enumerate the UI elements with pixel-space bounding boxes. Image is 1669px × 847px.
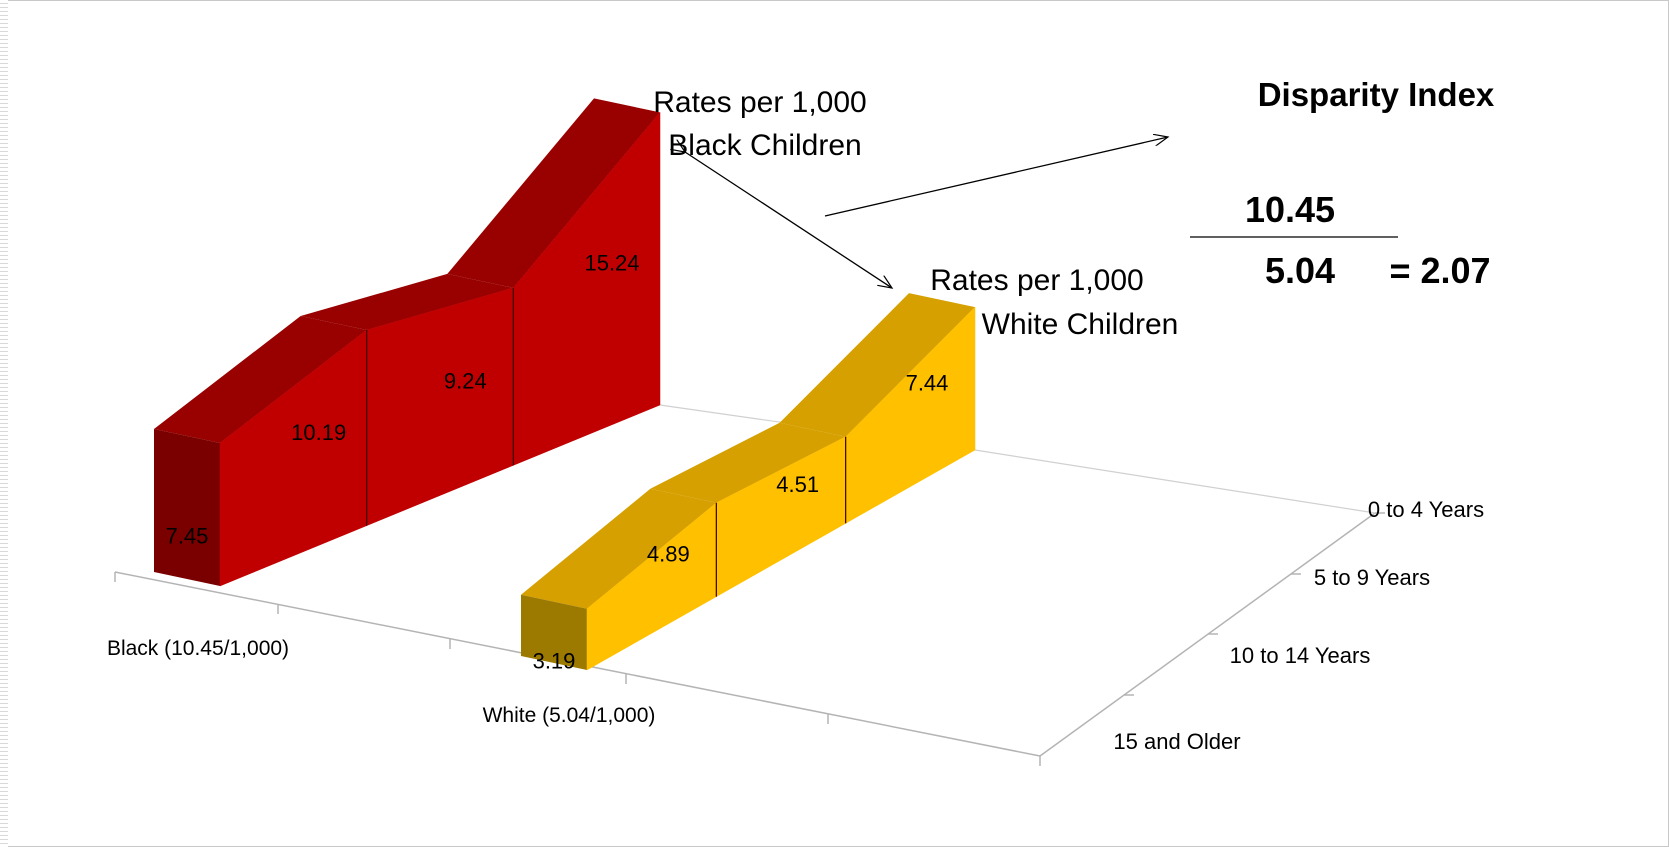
category-axis bbox=[1039, 512, 1376, 757]
series-0-front-cap bbox=[154, 428, 220, 586]
series-0-value-label: 7.45 bbox=[166, 523, 209, 548]
series-1-value-label: 4.51 bbox=[776, 472, 819, 497]
disparity-numerator: 10.45 bbox=[1245, 189, 1335, 230]
disparity-title: Disparity Index bbox=[1258, 76, 1495, 113]
axis-ticks bbox=[114, 512, 1385, 766]
series-1-value-label: 3.19 bbox=[533, 648, 576, 673]
black-rates-line2: Black Children bbox=[668, 129, 861, 162]
series-axis-label: White (5.04/1,000) bbox=[483, 704, 656, 727]
data-labels: 15.24 9.24 10.19 7.45 7.44 4.51 4.89 3.19 bbox=[166, 251, 949, 674]
left-edge-strip bbox=[0, 0, 8, 847]
series-0-face-segment bbox=[366, 287, 514, 527]
category-axis-label: 15 and Older bbox=[1113, 729, 1240, 754]
black-rates-line1: Rates per 1,000 bbox=[653, 86, 866, 119]
back-wall-base-right bbox=[974, 449, 1376, 514]
series-axis-label: Black (10.45/1,000) bbox=[107, 637, 289, 660]
series-0-top-segment bbox=[300, 273, 514, 331]
series-1-value-label: 4.89 bbox=[647, 542, 690, 567]
white-rates-line2: White Children bbox=[982, 308, 1179, 341]
series-1-value-label: 7.44 bbox=[906, 371, 949, 396]
series-walls bbox=[154, 98, 976, 671]
series-0-value-label: 9.24 bbox=[444, 369, 487, 394]
category-axis-label: 0 to 4 Years bbox=[1368, 497, 1484, 522]
category-axis-label: 10 to 14 Years bbox=[1230, 643, 1371, 668]
series-0-top-segment bbox=[447, 98, 660, 288]
series-1-front-cap bbox=[521, 594, 587, 670]
series-1-top-segment bbox=[521, 488, 717, 609]
series-0-value-label: 15.24 bbox=[584, 251, 639, 276]
disparity-arrow bbox=[824, 137, 1168, 217]
series-0-value-label: 10.19 bbox=[291, 420, 346, 445]
axis-labels: Black (10.45/1,000) White (5.04/1,000) 0 t… bbox=[107, 497, 1484, 754]
series-1-top-segment bbox=[650, 422, 846, 503]
disparity-result: = 2.07 bbox=[1389, 250, 1490, 291]
white-rates-line1: Rates per 1,000 bbox=[930, 264, 1143, 297]
series-1-top-segment bbox=[779, 293, 975, 437]
double-arrow bbox=[685, 152, 892, 288]
series-0-top-segment bbox=[154, 316, 367, 443]
category-axis-label: 5 to 9 Years bbox=[1314, 565, 1430, 590]
disparity-denominator: 5.04 bbox=[1265, 250, 1335, 291]
